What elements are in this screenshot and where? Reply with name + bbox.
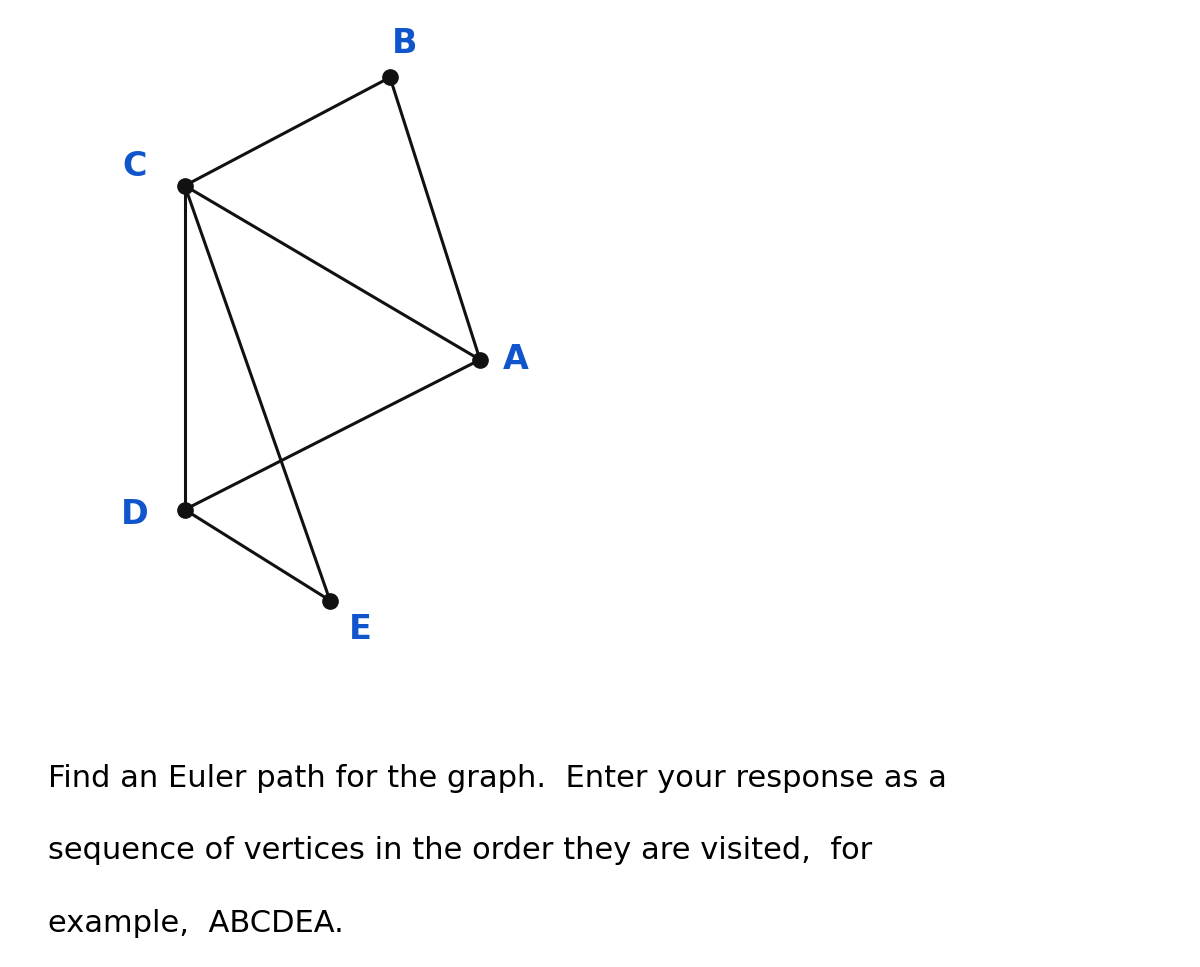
Text: B: B — [391, 27, 418, 60]
Text: A: A — [503, 343, 529, 376]
Text: E: E — [348, 613, 372, 646]
Text: example,  ABCDEA.: example, ABCDEA. — [48, 909, 343, 938]
Text: C: C — [122, 150, 146, 183]
Text: Find an Euler path for the graph.  Enter your response as a: Find an Euler path for the graph. Enter … — [48, 764, 947, 793]
Text: sequence of vertices in the order they are visited,  for: sequence of vertices in the order they a… — [48, 836, 872, 865]
Text: D: D — [120, 498, 149, 531]
